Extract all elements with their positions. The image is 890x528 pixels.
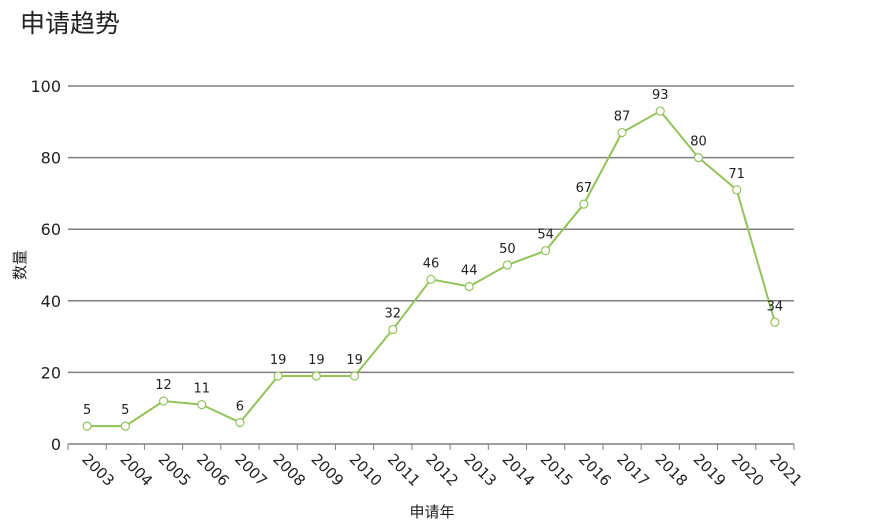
x-tick-label: 2011 — [384, 450, 424, 490]
data-label: 6 — [236, 400, 244, 415]
data-point — [770, 317, 780, 327]
x-tick-label: 2018 — [651, 450, 691, 490]
y-tick-label: 100 — [30, 77, 61, 96]
data-point — [617, 127, 627, 138]
x-tick-labels: 2003200420052006200720082009201020112012… — [78, 450, 806, 490]
data-point — [82, 421, 92, 431]
data-label: 71 — [728, 167, 745, 182]
data-point — [311, 371, 321, 381]
data-label: 19 — [270, 353, 287, 368]
x-tick-label: 2007 — [231, 450, 271, 490]
x-tick-label: 2019 — [690, 450, 730, 490]
x-tick-label: 2016 — [575, 450, 615, 490]
x-tick-label: 2004 — [116, 450, 156, 490]
data-point — [541, 246, 551, 256]
data-label: 54 — [537, 228, 554, 243]
data-point — [197, 400, 207, 410]
data-point — [732, 185, 742, 195]
x-tick-label: 2005 — [155, 450, 195, 490]
x-tick-label: 2012 — [422, 450, 462, 490]
gridlines — [68, 85, 794, 374]
data-label: 67 — [576, 181, 593, 196]
x-tick-label: 2013 — [460, 450, 500, 490]
y-axis-title: 数量 — [11, 250, 29, 280]
x-tick-label: 2003 — [78, 450, 118, 490]
x-tick-label: 2017 — [613, 450, 653, 490]
data-point — [235, 417, 245, 428]
x-tick-label: 2014 — [499, 450, 539, 490]
data-labels: 5 5 12 11 6 19 19 19 32 46 44 50 54 67 87 93 80 71 34 — [83, 88, 783, 418]
data-point — [273, 371, 283, 381]
x-axis-title: 申请年 — [409, 503, 454, 521]
page-title: 申请趋势 — [20, 9, 121, 38]
y-tick-label: 60 — [41, 220, 61, 239]
axes — [67, 443, 795, 450]
data-label: 80 — [690, 135, 707, 150]
data-label: 50 — [499, 242, 516, 257]
x-tick-label: 2009 — [308, 450, 348, 490]
data-point — [655, 106, 665, 116]
data-label: 93 — [652, 88, 669, 103]
data-point — [349, 371, 360, 381]
data-point — [158, 396, 169, 406]
data-label: 5 — [121, 403, 129, 418]
data-points — [82, 106, 780, 431]
data-label: 12 — [155, 378, 172, 393]
y-tick-label: 20 — [41, 363, 61, 382]
x-tick-label: 2010 — [346, 450, 386, 490]
x-tick-label: 2015 — [537, 450, 577, 490]
data-point — [388, 324, 398, 335]
x-tick-label: 2006 — [193, 450, 233, 490]
data-point — [502, 260, 513, 270]
data-point — [693, 153, 704, 163]
data-label: 11 — [193, 382, 210, 397]
data-label: 32 — [385, 306, 402, 321]
data-label: 46 — [423, 256, 440, 271]
x-tick-label: 2020 — [728, 450, 768, 490]
data-point — [579, 199, 589, 209]
x-tick-label: 2008 — [269, 450, 309, 490]
data-label: 19 — [308, 353, 325, 368]
data-point — [464, 281, 474, 292]
data-label: 87 — [614, 110, 631, 125]
data-label: 44 — [461, 263, 478, 278]
y-tick-label: 0 — [51, 435, 61, 454]
y-tick-label: 80 — [41, 149, 61, 168]
y-tick-label: 40 — [41, 292, 61, 311]
data-point — [426, 274, 436, 284]
data-label: 5 — [83, 403, 91, 418]
data-point — [120, 421, 130, 431]
y-tick-labels: 0 20 40 60 80 100 — [30, 77, 61, 454]
data-label: 19 — [346, 353, 363, 368]
data-label: 34 — [767, 299, 784, 314]
x-tick-label: 2021 — [766, 450, 806, 490]
